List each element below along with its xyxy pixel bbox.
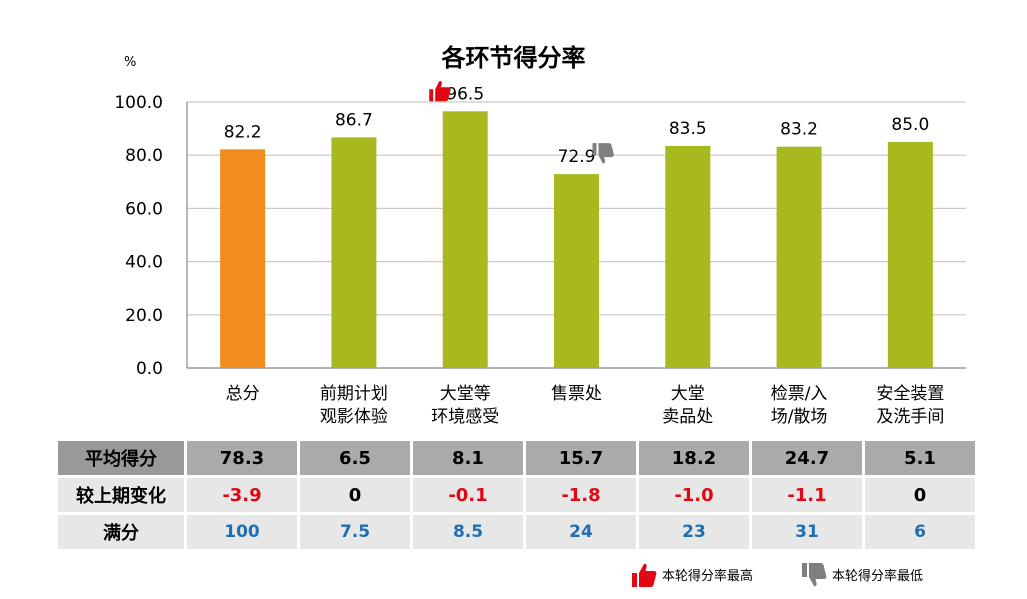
table-cell: 8.5 [413, 515, 523, 549]
table-cell: 100 [187, 515, 297, 549]
y-tick-label: 20.0 [125, 306, 163, 326]
table-row-average: 平均得分 78.3 6.5 8.1 15.7 18.2 24.7 5.1 [58, 441, 975, 475]
thumbs-down-icon [802, 563, 827, 587]
thumbs-up-icon [429, 81, 451, 102]
data-label: 85.0 [891, 115, 929, 135]
y-tick-label: 0.0 [136, 359, 163, 379]
thumbs-down-icon [592, 143, 614, 164]
category-label: 售票处 [551, 384, 602, 404]
category-label: 大堂 [671, 384, 705, 404]
table-cell: -3.9 [187, 478, 297, 512]
bar [776, 146, 822, 368]
table-cell: 78.3 [187, 441, 297, 475]
y-tick-label: 80.0 [125, 146, 163, 166]
thumbs-down-shape [592, 143, 614, 164]
data-label: 86.7 [335, 110, 373, 130]
bar [220, 149, 266, 368]
table-cell: -0.1 [413, 478, 523, 512]
category-label: 卖品处 [662, 407, 713, 427]
data-label: 83.5 [669, 119, 707, 139]
row-header: 较上期变化 [58, 478, 184, 512]
bar [665, 145, 711, 368]
table-row-full-score: 满分 100 7.5 8.5 24 23 31 6 [58, 515, 975, 549]
data-label: 96.5 [446, 84, 484, 104]
table-cell: 15.7 [526, 441, 636, 475]
table-cell: 24.7 [752, 441, 862, 475]
table-cell: 31 [752, 515, 862, 549]
category-label: 环境感受 [431, 407, 499, 427]
table-cell: -1.1 [752, 478, 862, 512]
thumbs-up-shape [429, 81, 451, 102]
y-tick-label: 40.0 [125, 253, 163, 273]
table-cell: 23 [639, 515, 749, 549]
legend-label-highest: 本轮得分率最高 [662, 569, 754, 584]
bar [442, 111, 488, 368]
table-cell: 0 [865, 478, 975, 512]
category-label: 前期计划 [320, 384, 388, 404]
table-cell: 0 [300, 478, 410, 512]
table-cell: 8.1 [413, 441, 523, 475]
table-cell: 6 [865, 515, 975, 549]
table-cell: 24 [526, 515, 636, 549]
category-label: 总分 [226, 384, 260, 404]
stats-table: 平均得分 78.3 6.5 8.1 15.7 18.2 24.7 5.1 较上期… [55, 438, 978, 552]
table-cell: 7.5 [300, 515, 410, 549]
bar [331, 137, 377, 368]
table-cell: -1.0 [639, 478, 749, 512]
y-tick-label: 60.0 [125, 199, 163, 219]
table-cell: 6.5 [300, 441, 410, 475]
table-cell: 18.2 [639, 441, 749, 475]
legend-label-lowest: 本轮得分率最低 [832, 569, 924, 584]
category-label: 观影体验 [320, 407, 388, 427]
category-label: 场/散场 [771, 407, 828, 427]
category-label: 及洗手间 [876, 407, 944, 427]
row-header: 平均得分 [58, 441, 184, 475]
bar-chart: 0.0 20.0 40.0 60.0 80.0 100.0 82.2 86.7 96.5 72.… [114, 81, 966, 427]
thumbs-up-icon [632, 563, 657, 587]
category-label: 安全装置 [876, 384, 944, 404]
table-row-change: 较上期变化 -3.9 0 -0.1 -1.8 -1.0 -1.1 0 [58, 478, 975, 512]
data-label: 83.2 [780, 120, 818, 140]
table-cell: -1.8 [526, 478, 636, 512]
chart-title: 各环节得分率 [441, 44, 586, 72]
y-tick-label: 100.0 [114, 93, 163, 113]
y-axis-unit: % [124, 55, 137, 70]
table-cell: 5.1 [865, 441, 975, 475]
data-label: 82.2 [224, 122, 262, 142]
row-header: 满分 [58, 515, 184, 549]
category-label: 检票/入 [771, 384, 828, 404]
bar [554, 174, 599, 368]
data-label: 72.9 [558, 147, 596, 167]
bar [887, 141, 933, 368]
category-label: 大堂等 [440, 384, 491, 404]
